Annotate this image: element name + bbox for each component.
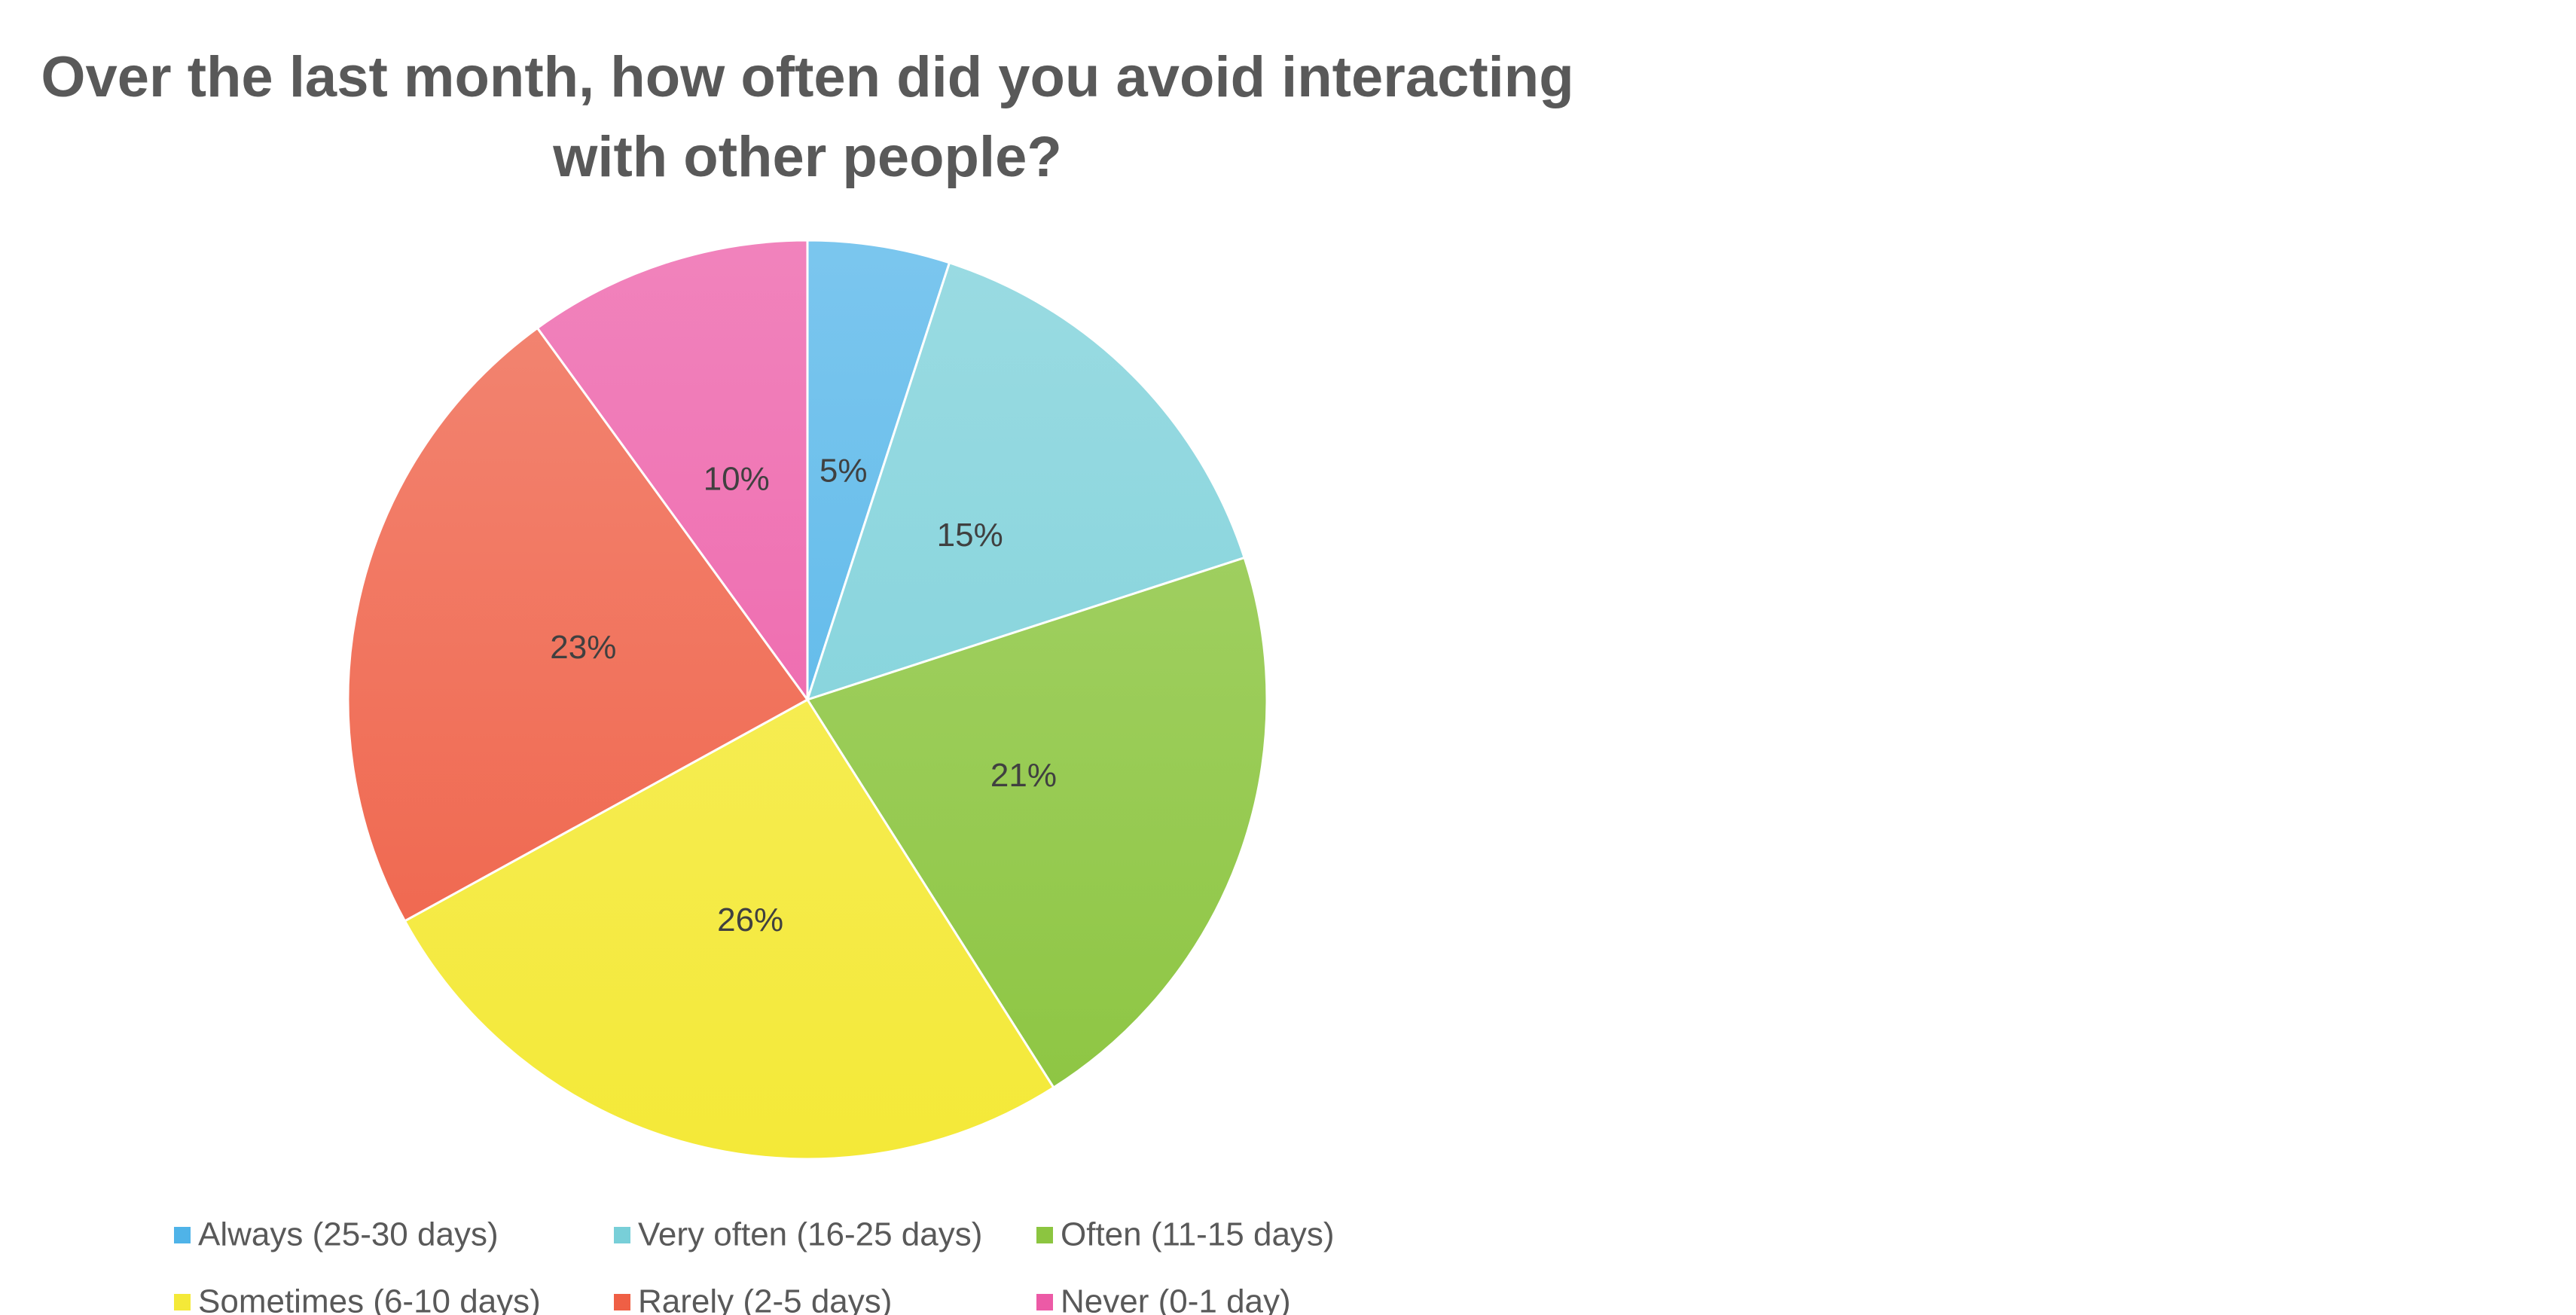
legend-marker bbox=[1036, 1294, 1053, 1310]
legend-label: Very often (16-25 days) bbox=[638, 1216, 982, 1253]
data-label: 15% bbox=[937, 517, 1003, 554]
data-label: 26% bbox=[717, 902, 783, 938]
pie-slice bbox=[403, 698, 1055, 1161]
legend-marker bbox=[174, 1294, 191, 1310]
data-label: 5% bbox=[819, 452, 868, 489]
pie-slice bbox=[805, 556, 1268, 1090]
chart-title: Over the last month, how often did you a… bbox=[41, 45, 1574, 189]
data-label: 10% bbox=[704, 461, 770, 498]
legend-label: Often (11-15 days) bbox=[1061, 1216, 1335, 1253]
pie-slice bbox=[346, 326, 810, 923]
legend-label: Always (25-30 days) bbox=[198, 1216, 499, 1253]
pie-slice bbox=[805, 261, 1247, 702]
legend-label: Never (0-1 day) bbox=[1061, 1283, 1291, 1315]
pie-slice bbox=[536, 239, 809, 703]
legend-label: Sometimes (6-10 days) bbox=[198, 1283, 541, 1315]
legend-marker bbox=[1036, 1227, 1053, 1243]
legend-label: Rarely (2-5 days) bbox=[638, 1283, 892, 1315]
legend-marker bbox=[614, 1227, 630, 1243]
data-label: 23% bbox=[550, 629, 616, 666]
legend-marker bbox=[174, 1227, 191, 1243]
legend-marker bbox=[614, 1294, 630, 1310]
data-label: 21% bbox=[990, 757, 1057, 794]
pie-slice bbox=[806, 239, 951, 700]
